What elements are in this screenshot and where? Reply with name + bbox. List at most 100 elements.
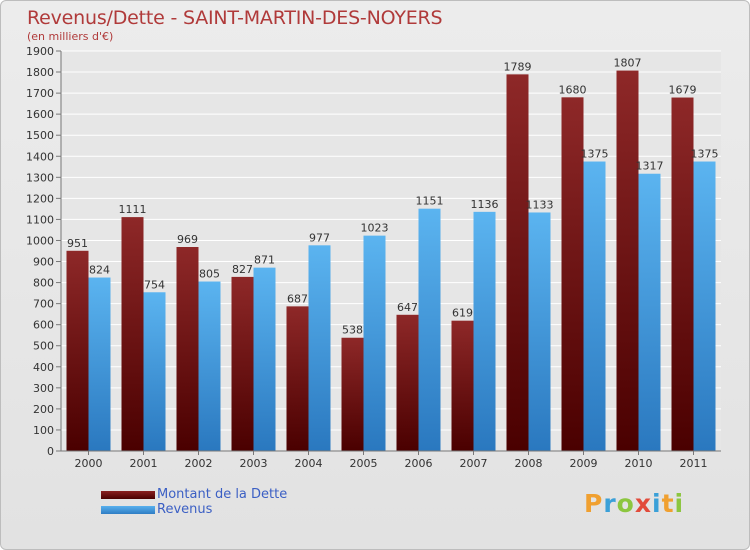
y-tick-label: 100 — [33, 424, 54, 437]
bar-revenus — [308, 245, 331, 451]
x-tick-label: 2009 — [570, 457, 598, 470]
data-label-revenus: 1151 — [416, 195, 444, 208]
x-tick-label: 2002 — [185, 457, 213, 470]
legend-swatch-revenus — [101, 505, 155, 514]
bars — [66, 70, 716, 452]
proxiti-logo: Proxiti — [584, 489, 684, 518]
data-label-revenus: 871 — [254, 254, 275, 267]
bar-dette — [176, 247, 199, 451]
axes: 0 100 200 300 400 500 600 700 800 900 1000 1100 1200… — [26, 45, 721, 470]
logo-letter: i — [674, 489, 685, 518]
bar-revenus — [693, 161, 716, 452]
y-tick-label: 300 — [33, 382, 54, 395]
data-label-dette: 538 — [342, 324, 363, 337]
data-label-dette: 1789 — [504, 60, 532, 73]
bar-revenus — [638, 173, 661, 451]
data-label-dette: 1111 — [119, 203, 147, 216]
data-label-dette: 827 — [232, 263, 253, 276]
bar-dette — [121, 217, 144, 451]
y-tick-label: 1000 — [26, 234, 54, 247]
data-label-revenus: 1136 — [471, 198, 499, 211]
x-tick-label: 2005 — [350, 457, 378, 470]
bar-dette — [451, 320, 474, 451]
legend-label-dette: Montant de la Dette — [157, 487, 288, 502]
grid-lines — [61, 50, 721, 431]
plot-area — [61, 51, 721, 451]
legend-swatch-dette — [101, 490, 155, 499]
y-tick-label: 1800 — [26, 66, 54, 79]
data-label-revenus: 1023 — [361, 222, 389, 235]
y-tick-label: 700 — [33, 298, 54, 311]
y-tick-label: 1500 — [26, 129, 54, 142]
x-tick-label: 2007 — [460, 457, 488, 470]
bar-dette — [561, 97, 584, 451]
y-tick-label: 900 — [33, 256, 54, 269]
bar-dette — [286, 306, 309, 451]
y-tick-label: 1300 — [26, 171, 54, 184]
bar-dette — [671, 97, 694, 452]
logo-letter: x — [634, 489, 652, 518]
legend-label-revenus: Revenus — [157, 502, 213, 517]
data-label-dette: 647 — [397, 301, 418, 314]
y-tick-label: 600 — [33, 319, 54, 332]
logo-letter: o — [616, 489, 635, 518]
data-label-dette: 1807 — [614, 57, 642, 70]
y-tick-label: 800 — [33, 277, 54, 290]
data-label-dette: 1680 — [559, 83, 587, 96]
data-label-dette: 687 — [287, 292, 308, 305]
x-tick-label: 2008 — [515, 457, 543, 470]
x-tick-label: 2001 — [130, 457, 158, 470]
x-tick-label: 2003 — [240, 457, 268, 470]
data-label-revenus: 1375 — [691, 148, 719, 161]
legend: Montant de la Dette Revenus — [101, 487, 287, 517]
x-tick-label: 2004 — [295, 457, 323, 470]
y-tick-label: 1100 — [26, 213, 54, 226]
x-tick-label: 2011 — [680, 457, 708, 470]
data-label-revenus: 805 — [199, 268, 220, 281]
bar-dette — [341, 337, 364, 451]
bar-dette — [396, 314, 419, 451]
x-tick-label: 2006 — [405, 457, 433, 470]
data-label-dette: 619 — [452, 307, 473, 320]
chart-title: Revenus/Dette - SAINT-MARTIN-DES-NOYERS — [27, 7, 443, 29]
bar-revenus — [473, 211, 496, 451]
data-label-revenus: 977 — [309, 231, 330, 244]
bar-revenus — [143, 292, 166, 451]
y-tick-label: 1900 — [26, 45, 54, 58]
bar-revenus — [528, 212, 551, 451]
data-label-dette: 969 — [177, 233, 198, 246]
bar-dette — [66, 250, 89, 451]
y-tick-label: 500 — [33, 340, 54, 353]
data-label-revenus: 1317 — [636, 160, 664, 173]
y-tick-label: 1400 — [26, 150, 54, 163]
data-label-revenus: 1375 — [581, 148, 609, 161]
bar-dette — [231, 276, 254, 451]
legend-item-dette: Montant de la Dette — [101, 487, 287, 502]
bar-dette — [506, 74, 529, 452]
logo-letter: P — [584, 489, 604, 518]
legend-item-revenus: Revenus — [101, 502, 287, 517]
chart-subtitle: (en milliers d'€) — [27, 30, 114, 43]
data-label-revenus: 1133 — [526, 198, 554, 211]
y-tick-label: 0 — [47, 445, 54, 458]
bar-revenus — [583, 161, 606, 452]
bar-revenus — [88, 277, 111, 451]
y-tick-label: 1700 — [26, 87, 54, 100]
logo-letter: t — [661, 489, 675, 518]
x-tick-label: 2010 — [625, 457, 653, 470]
bar-revenus — [198, 281, 221, 451]
y-tick-label: 400 — [33, 361, 54, 374]
data-label-revenus: 754 — [144, 278, 165, 291]
y-tick-label: 1600 — [26, 108, 54, 121]
data-label-dette: 951 — [67, 237, 88, 250]
y-tick-label: 1200 — [26, 192, 54, 205]
data-label-revenus: 824 — [89, 264, 110, 277]
y-tick-label: 200 — [33, 403, 54, 416]
bar-revenus — [363, 235, 386, 451]
bar-revenus — [253, 267, 276, 451]
logo-letter: r — [603, 489, 617, 518]
bar-dette — [616, 70, 639, 451]
